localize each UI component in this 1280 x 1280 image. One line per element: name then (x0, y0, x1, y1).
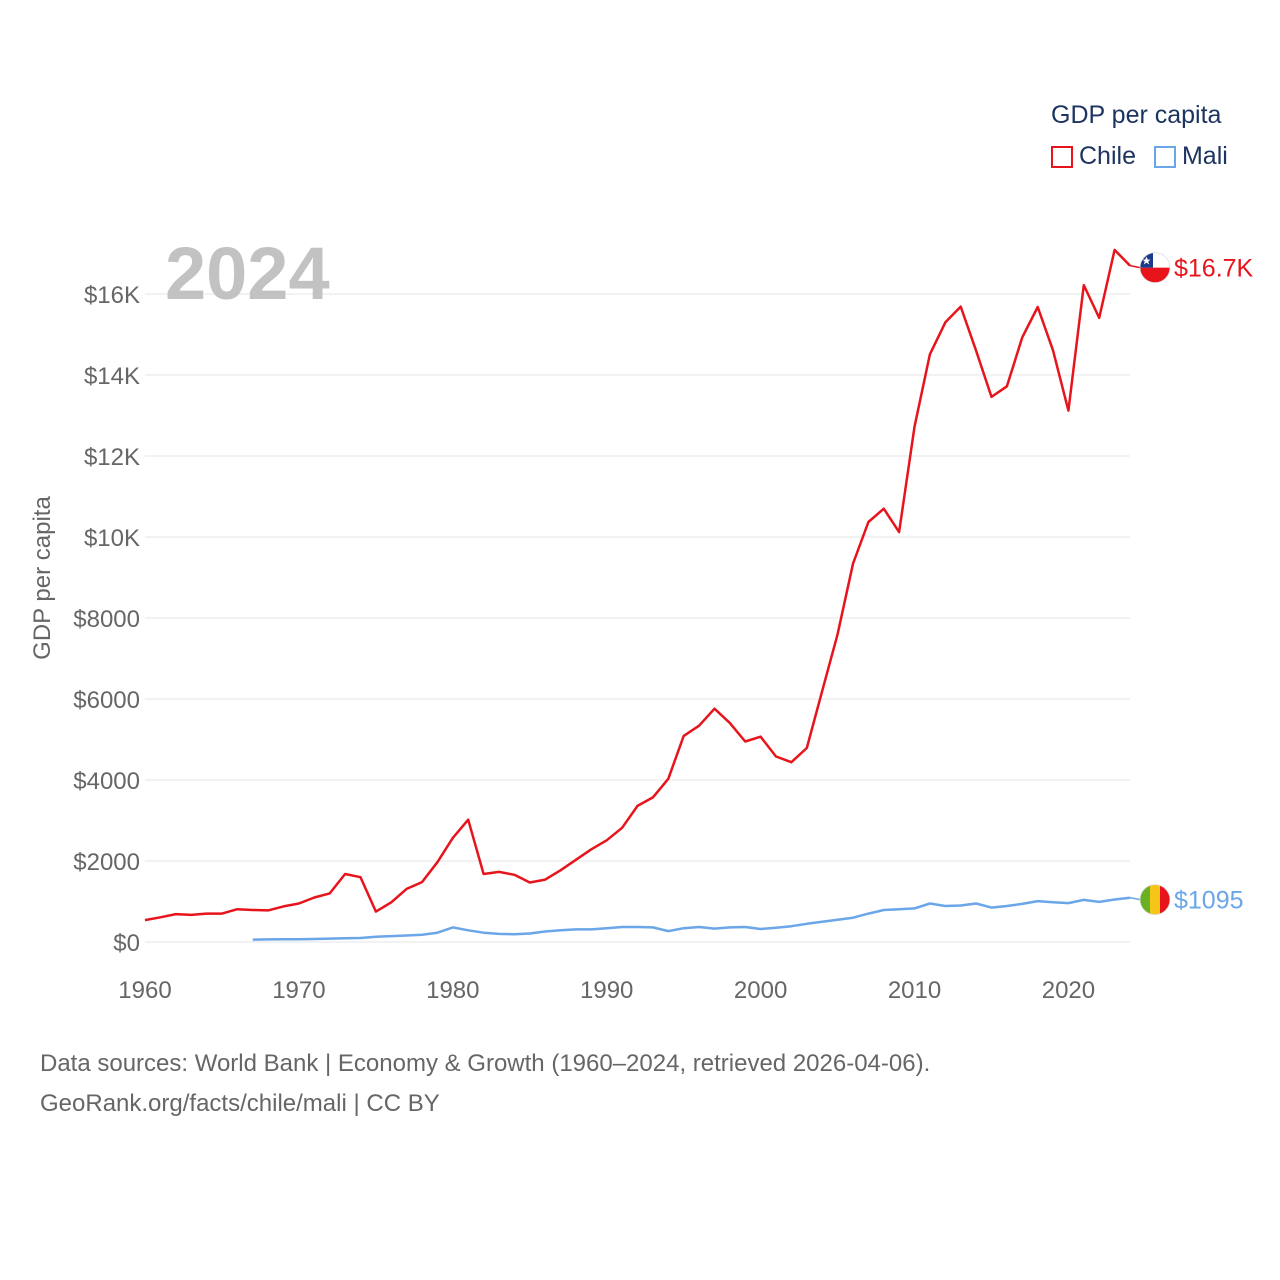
series-line-mali (252, 896, 1131, 941)
x-tick-label: 2000 (734, 977, 787, 1004)
x-tick-label: 1980 (426, 977, 479, 1004)
y-tick-label: $12K (84, 444, 140, 471)
footer-link[interactable]: GeoRank.org/facts/chile/mali | CC BY (40, 1090, 440, 1117)
series-end-labels: $16.7K $1095 (1129, 252, 1254, 916)
y-axis-ticks: $0 $2000 $4000 $6000 $8000 $10K $12K $14K $16K (73, 282, 140, 957)
chile-flag-icon (1139, 252, 1171, 284)
legend-label-mali: Mali (1181, 142, 1228, 170)
x-tick-label: 2010 (888, 977, 941, 1004)
legend-item-chile[interactable]: Chile (1051, 142, 1136, 171)
legend-swatch-chile (1051, 145, 1073, 168)
legend-label-chile: Chile (1079, 142, 1136, 170)
x-tick-label: 1960 (118, 977, 171, 1004)
y-tick-label: $16K (84, 282, 140, 309)
year-watermark: 2024 (165, 232, 330, 315)
y-tick-label: $6000 (73, 687, 140, 714)
series-lines (144, 248, 1131, 941)
mali-flag-icon (1139, 884, 1171, 916)
y-tick-label: $14K (84, 363, 140, 390)
x-tick-label: 1990 (580, 977, 633, 1004)
footer-sources: Data sources: World Bank | Economy & Gro… (40, 1050, 931, 1077)
y-tick-label: $4000 (73, 768, 140, 795)
x-tick-label: 2020 (1042, 977, 1095, 1004)
series-line-chile (144, 248, 1131, 922)
x-axis-ticks: 1960 1970 1980 1990 2000 2010 2020 (118, 977, 1095, 1004)
y-tick-label: $2000 (73, 849, 140, 876)
legend-swatch-mali (1153, 145, 1176, 168)
legend-item-mali[interactable]: Mali (1153, 142, 1228, 171)
y-axis-label: GDP per capita (29, 496, 56, 660)
end-connector (1129, 896, 1141, 901)
legend-title: GDP per capita (1051, 101, 1222, 129)
y-tick-label: $0 (113, 930, 140, 957)
end-label-chile: $16.7K (1174, 255, 1254, 283)
footer: Data sources: World Bank | Economy & Gro… (40, 1044, 930, 1124)
y-tick-label: $8000 (73, 606, 140, 633)
end-label-mali: $1095 (1174, 887, 1244, 915)
gridlines (145, 293, 1130, 943)
legend: Chile Mali (1051, 142, 1246, 171)
y-tick-label: $10K (84, 525, 140, 552)
x-tick-label: 1970 (272, 977, 325, 1004)
end-connector (1129, 264, 1141, 269)
